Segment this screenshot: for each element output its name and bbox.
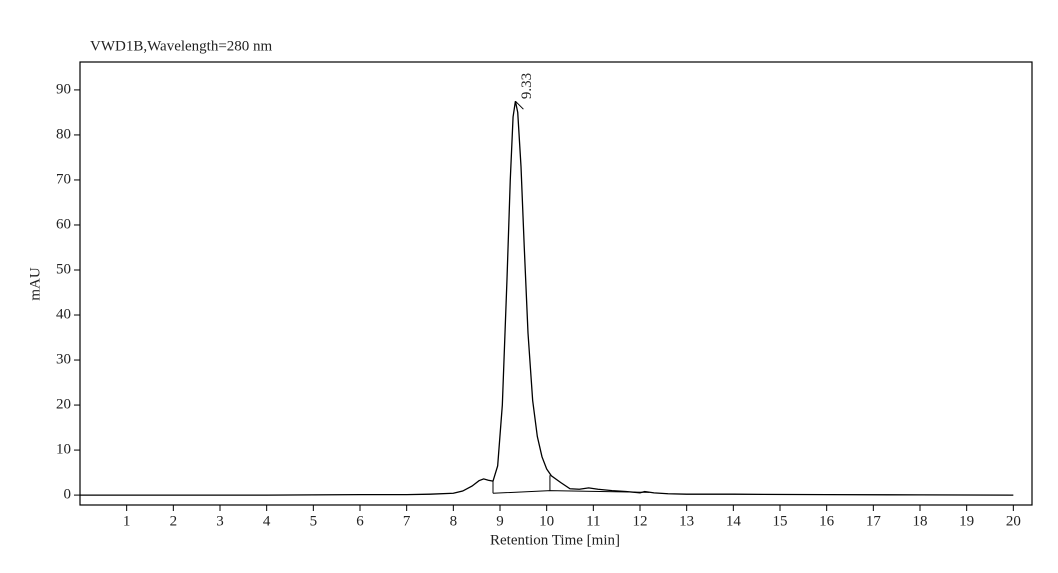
peak-label: 9.33	[519, 73, 535, 99]
y-tick-label: 50	[56, 261, 71, 277]
y-tick-label: 80	[56, 126, 71, 142]
y-tick-label: 0	[64, 487, 72, 503]
x-tick-label: 18	[913, 513, 928, 529]
chromatogram-line	[80, 101, 1014, 496]
integration-baseline	[492, 490, 650, 494]
x-tick-label: 8	[450, 513, 458, 529]
x-tick-label: 6	[356, 513, 364, 529]
x-tick-label: 2	[170, 513, 178, 529]
y-tick-label: 20	[56, 396, 71, 412]
y-tick-label: 70	[56, 171, 71, 187]
plot-frame	[79, 61, 1033, 506]
x-tick-label: 3	[216, 513, 224, 529]
x-tick-label: 7	[403, 513, 411, 529]
x-tick-label: 10	[539, 513, 554, 529]
x-tick-label: 19	[959, 513, 974, 529]
x-axis-label: Retention Time [min]	[490, 532, 620, 548]
y-axis-label: mAU	[27, 267, 43, 301]
x-tick-label: 1	[123, 513, 131, 529]
x-tick-label: 14	[726, 513, 742, 529]
x-tick-label: 20	[1006, 513, 1021, 529]
y-tick-label: 10	[56, 442, 71, 458]
peak-marker	[515, 100, 524, 110]
x-tick-label: 5	[310, 513, 318, 529]
x-tick-label: 13	[679, 513, 694, 529]
y-tick-label: 30	[56, 351, 71, 367]
x-tick-label: 12	[633, 513, 648, 529]
x-tick-label: 4	[263, 513, 271, 529]
y-tick-label: 60	[56, 216, 71, 232]
y-tick-label: 40	[56, 306, 71, 322]
chart-title: VWD1B,Wavelength=280 nm	[90, 38, 273, 54]
x-tick-label: 16	[819, 513, 835, 529]
x-tick-label: 17	[866, 513, 882, 529]
x-tick-label: 9	[496, 513, 504, 529]
y-tick-label: 90	[56, 81, 71, 97]
x-tick-label: 11	[586, 513, 600, 529]
x-tick-label: 15	[773, 513, 788, 529]
